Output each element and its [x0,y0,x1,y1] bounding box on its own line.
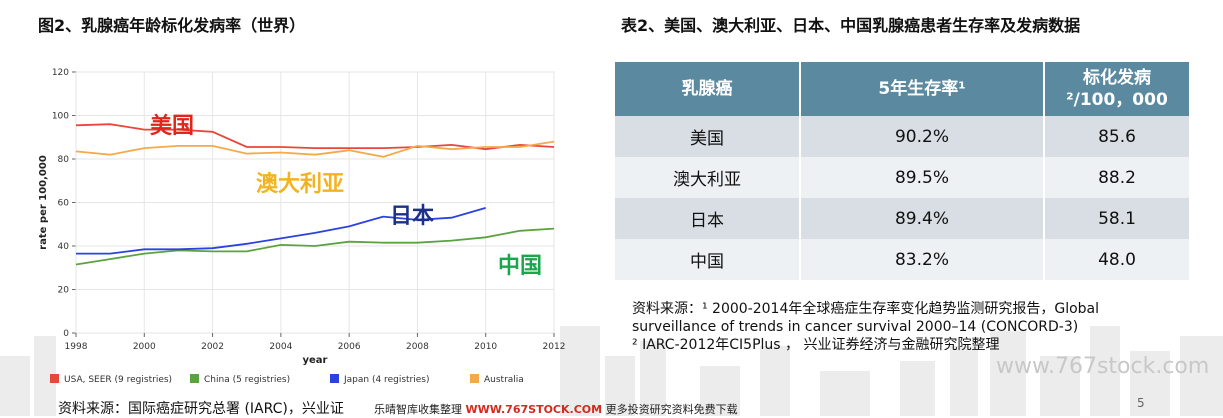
incidence-line-chart: 0 20 40 60 80 100 120 1998 2000 2002 2004 2006 2008 2… [38,68,566,396]
legend-swatch [50,374,59,383]
series-line-1 [75,227,555,266]
annotation-usa: 美国 [150,114,195,139]
table-title: 表2、美国、澳大利亚、日本、中国乳腺癌患者生存率及发病数据 [621,16,1081,35]
x-tick-label: 2006 [338,342,361,352]
row-incidence: 85.6 [1044,116,1189,157]
chart-svg: 0 20 40 60 80 100 120 1998 2000 2002 2004 2006 2008 2… [38,68,566,385]
row-country: 日本 [615,198,801,239]
table-row: 澳大利亚 89.5% 88.2 [615,157,1189,198]
x-axis-label: year [303,355,328,366]
y-tick-label: 0 [63,329,69,339]
x-tick-label: 2002 [201,342,224,352]
x-tick-label: 2012 [543,342,566,352]
watermark-text: www.767stock.com [996,354,1210,379]
annotation-china: 中国 [498,254,543,279]
ad-text-1: 乐晴智库收集整理 [374,403,462,416]
series-line-3 [75,140,555,158]
page-number: 5 [1137,396,1145,410]
y-tick-label: 40 [58,242,70,252]
series-line-2 [76,207,486,255]
header-survival: 5年生存率¹ [800,62,1045,116]
header-cancer: 乳腺癌 [615,62,801,116]
table-source-note: 资料来源：¹ 2000-2014年全球癌症生存率变化趋势监测研究报告，Globa… [632,300,1172,354]
row-survival: 90.2% [800,116,1045,157]
x-tick-label: 2008 [406,342,429,352]
x-tick-label: 2000 [133,342,156,352]
y-tick-label: 120 [52,68,69,78]
legend-label: Japan (4 registries) [343,375,429,385]
row-survival: 83.2% [800,239,1045,280]
row-incidence: 88.2 [1044,157,1189,198]
header-incidence: 标化发病²/100，000 [1044,62,1189,116]
table-header-row: 乳腺癌 5年生存率¹ 标化发病²/100，000 [615,62,1189,116]
legend-swatch [470,374,479,383]
table-row: 美国 90.2% 85.6 [615,116,1189,157]
legend-label: China (5 registries) [204,375,290,385]
row-survival: 89.5% [800,157,1045,198]
figure-source-note: 资料来源：国际癌症研究总署 (IARC)，兴业证 [58,398,348,418]
x-tick-label: 1998 [65,342,88,352]
annotation-japan: 日本 [390,204,435,229]
source-line-3: ² IARC-2012年CI5Plus ， 兴业证券经济与金融研究院整理 [632,337,1000,353]
y-axis-label: rate per 100,000 [38,155,49,250]
survival-incidence-table: 乳腺癌 5年生存率¹ 标化发病²/100，000 美国 90.2% 85.6 澳… [615,62,1189,280]
source-line-2: surveillance of trends in cancer surviva… [632,319,1079,335]
figure-title: 图2、乳腺癌年龄标化发病率（世界） [38,16,306,35]
annotation-australia: 澳大利亚 [256,172,345,197]
legend-label: USA, SEER (9 registries) [64,375,172,385]
table-row: 中国 83.2% 48.0 [615,239,1189,280]
legend-swatch [190,374,199,383]
ad-link[interactable]: WWW.767STOCK.COM [465,403,603,416]
legend-label: Australia [484,375,524,385]
y-tick-label: 100 [52,112,69,122]
row-incidence: 58.1 [1044,198,1189,239]
footer-ad: 乐晴智库收集整理 WWW.767STOCK.COM 更多投资研究资料免费下载 [374,401,738,417]
legend-swatch [330,374,339,383]
y-tick-label: 80 [58,155,70,165]
city-skyline-background [0,326,1223,416]
row-country: 澳大利亚 [615,157,801,198]
y-tick-label: 20 [58,286,70,296]
row-country: 美国 [615,116,801,157]
table-row: 日本 89.4% 58.1 [615,198,1189,239]
y-tick-label: 60 [58,199,70,209]
x-tick-label: 2010 [474,342,497,352]
ad-text-2: 更多投资研究资料免费下载 [605,403,738,416]
row-incidence: 48.0 [1044,239,1189,280]
x-tick-label: 2004 [269,342,292,352]
row-country: 中国 [615,239,801,280]
source-line-1: 资料来源：¹ 2000-2014年全球癌症生存率变化趋势监测研究报告，Globa… [632,301,1100,317]
row-survival: 89.4% [800,198,1045,239]
